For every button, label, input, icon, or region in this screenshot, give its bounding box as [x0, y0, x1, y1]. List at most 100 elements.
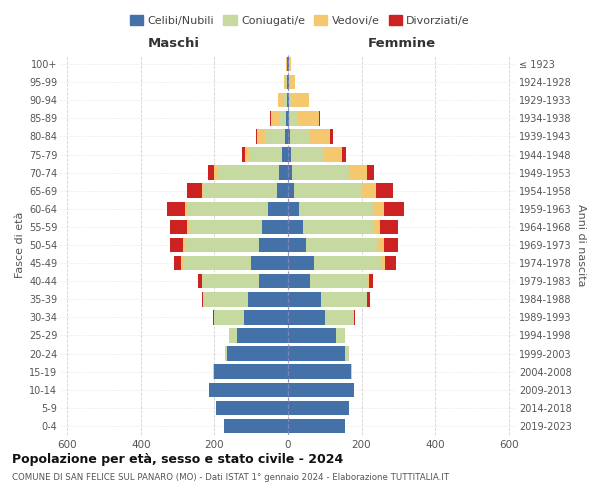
- Bar: [369, 274, 373, 288]
- Bar: [289, 93, 292, 108]
- Bar: [354, 310, 355, 324]
- Bar: [208, 166, 214, 180]
- Bar: [286, 57, 287, 72]
- Bar: [262, 220, 288, 234]
- Bar: [170, 238, 183, 252]
- Bar: [373, 202, 383, 216]
- Bar: [212, 364, 214, 379]
- Bar: [248, 292, 288, 306]
- Bar: [343, 148, 346, 162]
- Bar: [383, 202, 404, 216]
- Bar: [203, 292, 248, 306]
- Y-axis label: Anni di nascita: Anni di nascita: [576, 204, 586, 286]
- Bar: [288, 238, 307, 252]
- Text: COMUNE DI SAN FELICE SUL PANARO (MO) - Dati ISTAT 1° gennaio 2024 - Elaborazione: COMUNE DI SAN FELICE SUL PANARO (MO) - D…: [12, 472, 449, 482]
- Bar: [376, 184, 393, 198]
- Bar: [349, 166, 367, 180]
- Bar: [183, 256, 251, 270]
- Bar: [288, 310, 325, 324]
- Bar: [278, 93, 284, 108]
- Bar: [293, 184, 362, 198]
- Bar: [299, 202, 373, 216]
- Bar: [288, 274, 310, 288]
- Bar: [285, 129, 288, 144]
- Bar: [250, 148, 283, 162]
- Bar: [288, 328, 336, 342]
- Bar: [288, 220, 303, 234]
- Bar: [245, 148, 250, 162]
- Bar: [216, 400, 288, 415]
- Bar: [287, 75, 288, 90]
- Bar: [367, 292, 370, 306]
- Bar: [181, 256, 183, 270]
- Bar: [284, 75, 286, 90]
- Bar: [209, 382, 288, 397]
- Bar: [203, 184, 277, 198]
- Bar: [202, 274, 259, 288]
- Bar: [214, 364, 288, 379]
- Bar: [251, 256, 288, 270]
- Bar: [373, 220, 380, 234]
- Bar: [345, 346, 349, 361]
- Bar: [367, 274, 369, 288]
- Bar: [288, 166, 292, 180]
- Bar: [289, 111, 298, 126]
- Bar: [307, 238, 378, 252]
- Y-axis label: Fasce di età: Fasce di età: [14, 212, 25, 278]
- Bar: [288, 57, 289, 72]
- Bar: [284, 93, 287, 108]
- Bar: [227, 346, 288, 361]
- Bar: [298, 111, 319, 126]
- Bar: [292, 93, 309, 108]
- Bar: [268, 202, 288, 216]
- Bar: [187, 202, 268, 216]
- Bar: [288, 346, 345, 361]
- Bar: [187, 220, 189, 234]
- Bar: [288, 400, 349, 415]
- Bar: [279, 166, 288, 180]
- Bar: [378, 238, 383, 252]
- Bar: [226, 346, 227, 361]
- Bar: [189, 220, 262, 234]
- Bar: [170, 220, 187, 234]
- Bar: [288, 129, 290, 144]
- Text: Femmine: Femmine: [368, 36, 436, 50]
- Bar: [259, 274, 288, 288]
- Bar: [269, 111, 271, 126]
- Bar: [330, 129, 333, 144]
- Bar: [288, 75, 289, 90]
- Bar: [259, 238, 288, 252]
- Bar: [244, 310, 288, 324]
- Bar: [362, 184, 376, 198]
- Bar: [202, 292, 203, 306]
- Bar: [271, 111, 279, 126]
- Bar: [287, 93, 288, 108]
- Bar: [242, 148, 245, 162]
- Bar: [288, 364, 350, 379]
- Bar: [291, 148, 324, 162]
- Bar: [314, 256, 382, 270]
- Bar: [290, 129, 310, 144]
- Bar: [187, 184, 202, 198]
- Bar: [256, 129, 257, 144]
- Bar: [279, 111, 286, 126]
- Bar: [283, 148, 288, 162]
- Bar: [174, 256, 181, 270]
- Bar: [257, 129, 265, 144]
- Bar: [198, 274, 202, 288]
- Bar: [286, 111, 288, 126]
- Bar: [202, 184, 203, 198]
- Bar: [380, 220, 398, 234]
- Bar: [214, 166, 218, 180]
- Bar: [288, 148, 291, 162]
- Bar: [185, 202, 187, 216]
- Bar: [288, 184, 293, 198]
- Bar: [288, 292, 321, 306]
- Bar: [286, 75, 287, 90]
- Bar: [288, 382, 354, 397]
- Bar: [287, 57, 288, 72]
- Bar: [324, 148, 343, 162]
- Bar: [277, 184, 288, 198]
- Bar: [229, 328, 236, 342]
- Text: Maschi: Maschi: [148, 36, 200, 50]
